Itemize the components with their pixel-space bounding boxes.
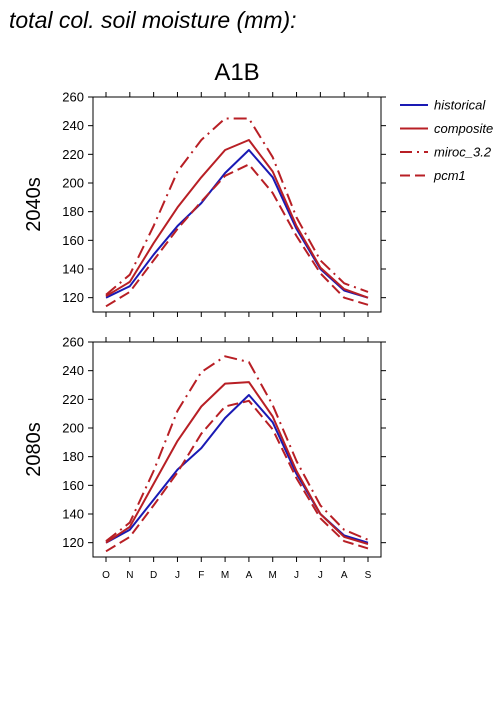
series-line-composite: [105, 139, 369, 299]
x-tick-label: J: [294, 570, 299, 581]
y-tick-label: 240: [62, 118, 84, 133]
series-line-pcm1: [105, 163, 369, 308]
y-tick-label: 220: [62, 147, 84, 162]
y-tick-label: 140: [62, 262, 84, 277]
x-tick-label: S: [365, 570, 372, 581]
series-line-composite: [105, 381, 369, 546]
scenario-label: A1B: [214, 59, 259, 86]
figure-title: total col. soil moisture (mm):: [9, 7, 297, 33]
y-tick-label: 240: [62, 363, 84, 378]
panel-2040s: 120 140 160 180 200 220 240 260 2040s: [23, 90, 386, 317]
y-tick-label: 120: [62, 290, 84, 305]
y-tick-label: 200: [62, 421, 84, 436]
legend-label: miroc_3.2: [434, 145, 492, 160]
y-tick-label: 160: [62, 478, 84, 493]
legend-label: pcm1: [433, 168, 466, 183]
x-tick-label: A: [341, 570, 348, 581]
plot-frame: [92, 96, 382, 313]
y-tick-label: 220: [62, 392, 84, 407]
panel-2080s: 120 140 160 180 200 220 240 260 O N D J F M A M J J A S 2080…: [23, 335, 386, 581]
x-tick-label: M: [269, 570, 277, 581]
x-tick-label: D: [150, 570, 157, 581]
x-tick-label: O: [102, 570, 110, 581]
y-tick-label: 260: [62, 335, 84, 350]
series-line-historical: [105, 394, 369, 544]
y-tick-label: 140: [62, 507, 84, 522]
x-tick-label: J: [318, 570, 323, 581]
y-tick-label: 120: [62, 535, 84, 550]
x-tick-label: J: [175, 570, 180, 581]
y-tick-label: 200: [62, 176, 84, 191]
legend-label: historical: [434, 98, 486, 113]
series-line-pcm1: [105, 399, 369, 553]
series-line-historical: [105, 149, 369, 299]
legend: historical composite miroc_3.2 pcm1: [400, 98, 493, 183]
y-tick-label: 260: [62, 90, 84, 105]
y-tick-label: 180: [62, 204, 84, 219]
x-tick-label: M: [221, 570, 229, 581]
x-tick-label: F: [198, 570, 204, 581]
y-tick-label: 160: [62, 233, 84, 248]
x-tick-label: A: [246, 570, 253, 581]
legend-label: composite: [434, 121, 493, 136]
series-line-miroc-3-2: [105, 355, 369, 542]
row-label: 2040s: [23, 177, 45, 232]
plot-frame: [92, 341, 382, 558]
x-tick-label: N: [126, 570, 133, 581]
row-label: 2080s: [23, 422, 45, 477]
series-line-miroc-3-2: [105, 117, 369, 296]
y-tick-label: 180: [62, 449, 84, 464]
